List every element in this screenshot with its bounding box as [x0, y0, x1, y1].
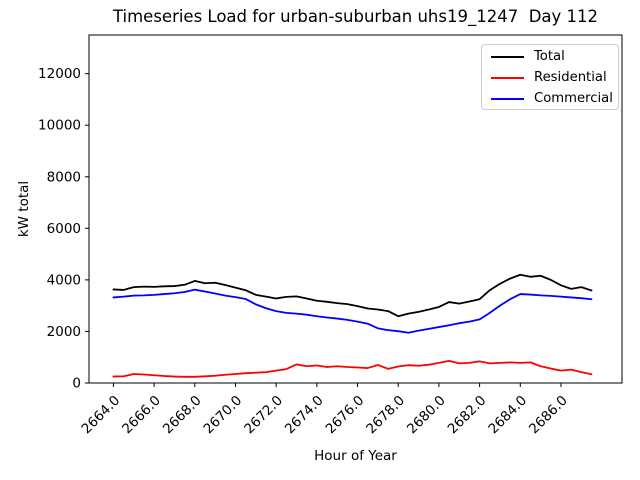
x-tick-label: 2686.0 [526, 393, 571, 438]
legend-item-commercial: Commercial [482, 88, 618, 109]
x-tick-label: 2674.0 [282, 393, 327, 438]
commercial-line-swatch [491, 97, 524, 100]
x-tick-label: 2672.0 [241, 393, 286, 438]
x-tick-label: 2680.0 [404, 393, 449, 438]
legend-item-total: Total [482, 46, 618, 67]
plot-border [88, 34, 623, 384]
total-series-line [112, 273, 593, 318]
legend-item-residential: Residential [482, 67, 618, 88]
x-tick-label: 2664.0 [79, 393, 124, 438]
total-line-swatch [491, 55, 524, 58]
x-axis-label: Hour of Year [314, 448, 397, 464]
x-tick-label: 2668.0 [160, 393, 205, 438]
residential-line-swatch [491, 76, 524, 79]
legend-label-total: Total [534, 49, 565, 64]
legend-label-commercial: Commercial [534, 91, 613, 106]
chart-title: Timeseries Load for urban-suburban uhs19… [112, 7, 599, 26]
x-tick-label: 2684.0 [485, 393, 530, 438]
y-tick-label: 12000 [38, 66, 81, 82]
y-tick-label: 10000 [38, 118, 81, 134]
y-axis-label: kW total [16, 180, 32, 238]
x-tick-label: 2676.0 [323, 393, 368, 438]
x-tick-label: 2666.0 [119, 393, 164, 438]
y-tick-label: 0 [72, 376, 81, 392]
legend: Total Residential Commercial [481, 44, 619, 110]
x-tick-label: 2670.0 [201, 393, 246, 438]
legend-label-residential: Residential [534, 70, 607, 85]
y-tick-label: 4000 [47, 272, 81, 288]
x-tick-label: 2678.0 [363, 393, 408, 438]
residential-series-line [112, 359, 593, 378]
y-tick-label: 8000 [47, 169, 81, 185]
y-tick-label: 2000 [47, 324, 81, 340]
x-tick-label: 2682.0 [445, 393, 490, 438]
commercial-series-line [112, 288, 593, 334]
y-tick-label: 6000 [47, 221, 81, 237]
